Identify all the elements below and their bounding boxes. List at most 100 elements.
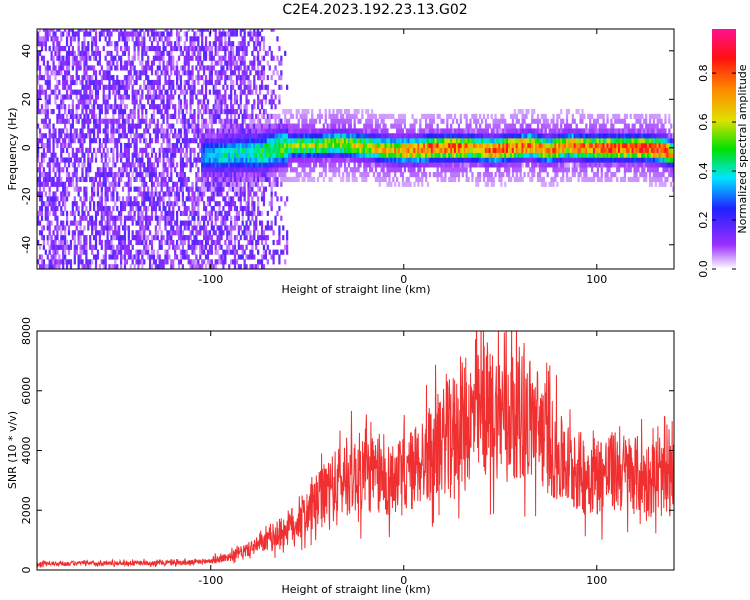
heatmap-cell: [123, 60, 127, 66]
heatmap-cell: [282, 133, 285, 139]
heatmap-cell: [222, 94, 225, 100]
heatmap-cell: [54, 215, 57, 221]
heatmap-cell: [147, 157, 150, 163]
heatmap-cell: [71, 31, 74, 37]
heatmap-cell: [127, 172, 130, 178]
heatmap-cell: [120, 172, 123, 178]
heatmap-cell: [245, 201, 248, 207]
heatmap-cell: [394, 152, 397, 158]
heatmap-cell: [79, 230, 82, 236]
heatmap-cell: [91, 244, 94, 250]
heatmap-cell: [255, 239, 258, 246]
heatmap-cell: [430, 133, 434, 139]
heatmap-cell: [143, 225, 146, 231]
heatmap-cell: [405, 162, 408, 168]
heatmap-cell: [255, 191, 258, 197]
heatmap-cell: [170, 50, 173, 56]
heatmap-cell: [257, 104, 260, 110]
heatmap-cell: [266, 162, 269, 168]
heatmap-cell: [114, 128, 117, 134]
heatmap-cell: [222, 84, 225, 90]
heatmap-cell: [214, 79, 217, 86]
heatmap-cell: [160, 196, 163, 202]
heatmap-cell: [141, 70, 144, 76]
heatmap-cell: [309, 128, 312, 134]
heatmap-cell: [216, 201, 219, 207]
heatmap-cell: [311, 109, 314, 115]
heatmap-cell: [287, 109, 291, 115]
heatmap-cell: [143, 133, 146, 139]
heatmap-cell: [40, 84, 44, 90]
heatmap-cell: [183, 162, 186, 168]
heatmap-cell: [260, 142, 264, 149]
heatmap-cell: [278, 172, 281, 178]
heatmap-cell: [199, 31, 202, 37]
heatmap-cell: [123, 94, 127, 100]
heatmap-cell: [110, 249, 113, 255]
heatmap-cell: [270, 55, 273, 61]
heatmap-cell: [309, 152, 312, 158]
heatmap-cell: [326, 157, 329, 163]
heatmap-cell: [170, 84, 173, 90]
heatmap-cell: [166, 99, 169, 105]
heatmap-cell: [174, 109, 177, 115]
heatmap-cell: [394, 172, 397, 178]
heatmap-cell: [48, 220, 51, 226]
heatmap-cell: [123, 201, 127, 207]
heatmap-cell: [83, 29, 86, 32]
heatmap-cell: [195, 244, 198, 250]
heatmap-cell: [71, 210, 74, 216]
heatmap-cell: [187, 157, 190, 163]
heatmap-cell: [233, 186, 237, 192]
heatmap-cell: [220, 172, 223, 178]
heatmap-cell: [237, 128, 240, 134]
heatmap-cell: [224, 201, 227, 207]
heatmap-cell: [330, 152, 333, 158]
heatmap-cell: [226, 244, 229, 250]
heatmap-cell: [237, 176, 240, 183]
heatmap-cell: [204, 239, 208, 246]
heatmap-cell: [175, 196, 179, 202]
heatmap-cell: [94, 41, 98, 47]
heatmap-cell: [120, 249, 123, 255]
heatmap-cell: [104, 109, 107, 115]
heatmap-cell: [96, 167, 100, 173]
heatmap-cell: [108, 172, 111, 178]
heatmap-cell: [139, 205, 142, 212]
heatmap-cell: [145, 128, 148, 134]
heatmap-cell: [185, 196, 188, 202]
heatmap-cell: [239, 109, 242, 115]
heatmap-cell: [372, 172, 376, 178]
heatmap-cell: [98, 176, 101, 183]
heatmap-cell: [191, 94, 194, 100]
heatmap-cell: [309, 133, 312, 139]
heatmap-cell: [185, 205, 188, 212]
heatmap-cell: [141, 239, 144, 246]
heatmap-cell: [210, 249, 213, 255]
heatmap-cell: [56, 249, 59, 255]
heatmap-cell: [100, 118, 103, 124]
heatmap-cell: [409, 152, 412, 158]
heatmap-cell: [69, 264, 73, 269]
heatmap-cell: [253, 225, 256, 231]
heatmap-cell: [133, 147, 136, 153]
heatmap-cell: [46, 60, 49, 66]
heatmap-cell: [143, 147, 146, 153]
heatmap-cell: [415, 162, 418, 168]
heatmap-cell: [175, 191, 179, 197]
heatmap-cell: [123, 215, 127, 221]
heatmap-cell: [201, 128, 204, 134]
heatmap-cell: [199, 29, 202, 32]
heatmap-cell: [297, 157, 300, 163]
heatmap-cell: [199, 133, 202, 139]
heatmap-cell: [405, 142, 408, 149]
heatmap-cell: [131, 230, 134, 236]
heatmap-cell: [135, 89, 138, 95]
heatmap-cell: [110, 210, 113, 216]
heatmap-cell: [210, 264, 213, 269]
heatmap-cell: [108, 60, 111, 66]
heatmap-cell: [139, 220, 142, 226]
heatmap-cell: [106, 109, 109, 115]
heatmap-cell: [133, 152, 136, 158]
heatmap-cell: [185, 152, 188, 158]
